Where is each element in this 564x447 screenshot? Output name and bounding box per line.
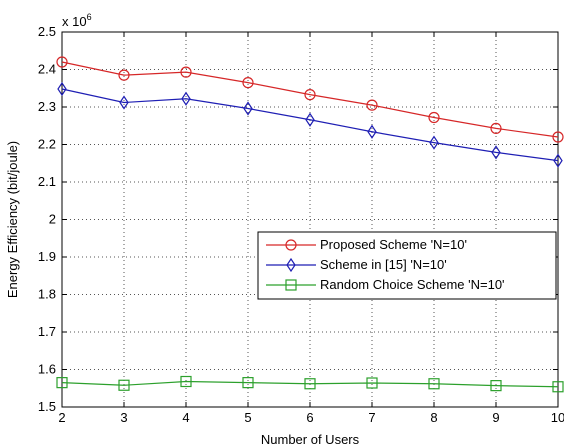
y-tick-label: 2.2 <box>38 137 56 152</box>
data-point <box>305 112 315 127</box>
data-point <box>552 131 564 143</box>
x-tick-label: 2 <box>58 410 65 425</box>
x-tick-label: 4 <box>182 410 189 425</box>
legend-entry: Random Choice Scheme 'N=10' <box>266 277 505 292</box>
series-lines <box>56 56 564 393</box>
legend-entry: Scheme in [15] 'N=10' <box>266 257 447 273</box>
y-tick-label: 1.9 <box>38 249 56 264</box>
y-tick-label: 2.4 <box>38 62 56 77</box>
data-point <box>304 89 316 101</box>
data-point <box>242 77 254 89</box>
data-point <box>243 101 253 116</box>
x-axis-title: Number of Users <box>261 432 360 447</box>
legend-marker <box>285 279 297 291</box>
data-point <box>428 378 440 390</box>
data-point <box>57 81 67 97</box>
legend-marker <box>285 239 297 251</box>
data-point <box>180 66 192 78</box>
data-point <box>490 122 502 134</box>
data-point <box>366 377 378 389</box>
data-point <box>429 135 439 150</box>
data-point <box>56 377 68 389</box>
y-tick-label: 1.8 <box>38 287 56 302</box>
legend-entry: Proposed Scheme 'N=10' <box>266 237 467 252</box>
data-point <box>180 375 192 388</box>
legend-marker <box>286 257 296 273</box>
data-point <box>490 380 502 392</box>
x-tick-label: 7 <box>368 410 375 425</box>
data-point <box>118 69 130 81</box>
y-axis-title: Energy Efficiency (bit/joule) <box>5 141 20 298</box>
series-2 <box>57 81 563 168</box>
data-point <box>181 91 191 106</box>
legend-label: Proposed Scheme 'N=10' <box>320 237 467 252</box>
x-tick-label: 10 <box>551 410 564 425</box>
legend-label: Random Choice Scheme 'N=10' <box>320 277 505 292</box>
series-line <box>61 380 559 388</box>
y-tick-label: 2.5 <box>38 24 56 39</box>
data-point <box>428 111 440 124</box>
x-tick-label: 6 <box>306 410 313 425</box>
x-tick-label: 3 <box>120 410 127 425</box>
y-tick-label: 1.7 <box>38 324 56 339</box>
series-1 <box>56 56 564 143</box>
y-axis-multiplier: x 106 <box>62 12 92 29</box>
data-point <box>553 153 563 168</box>
y-axis-multiplier-exponent: 6 <box>87 12 92 22</box>
y-tick-label: 2.3 <box>38 99 56 114</box>
axis-ticks: 2 3 4 5 6 7 8 9 10 1.5 1.6 1.7 1.8 1.9 2 2.1 2.2 2.3 2.4 2.… <box>38 24 564 425</box>
data-point <box>304 378 316 390</box>
x-tick-label: 5 <box>244 410 251 425</box>
data-point <box>552 381 564 393</box>
y-tick-label: 1.6 <box>38 362 56 377</box>
x-tick-label: 9 <box>492 410 499 425</box>
series-line <box>61 61 559 138</box>
data-point <box>119 95 129 110</box>
series-line <box>61 88 559 162</box>
series-3 <box>56 375 564 393</box>
data-point <box>366 99 378 111</box>
data-point <box>242 377 254 389</box>
data-point <box>56 56 68 68</box>
legend: Proposed Scheme 'N=10' Scheme in [15] 'N=… <box>257 231 557 300</box>
data-point <box>367 124 377 139</box>
legend-label: Scheme in [15] 'N=10' <box>320 257 447 272</box>
y-tick-label: 2 <box>49 212 56 227</box>
y-tick-label: 1.5 <box>38 399 56 414</box>
data-point <box>491 145 501 160</box>
y-tick-label: 2.1 <box>38 174 56 189</box>
x-tick-label: 8 <box>430 410 437 425</box>
data-point <box>118 379 130 391</box>
